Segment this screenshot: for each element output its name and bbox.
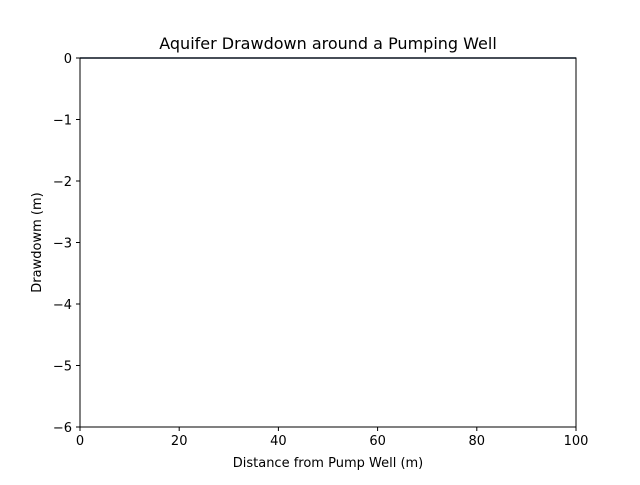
x-tick-label: 0 (76, 434, 84, 449)
y-tick-label: −1 (53, 114, 72, 129)
x-axis-label: Distance from Pump Well (m) (233, 456, 424, 471)
y-tick-label: −6 (53, 421, 72, 436)
chart-title: Aquifer Drawdown around a Pumping Well (159, 34, 497, 53)
x-tick-label: 80 (469, 434, 486, 449)
y-tick-label: 0 (64, 52, 72, 67)
y-tick-label: −2 (53, 175, 72, 190)
y-tick-label: −5 (53, 360, 72, 375)
x-tick-label: 20 (171, 434, 188, 449)
y-tick-label: −3 (53, 237, 72, 252)
y-axis-ticks: 0 −1 −2 −3 −4 −5 −6 (53, 52, 80, 436)
x-tick-label: 40 (270, 434, 287, 449)
x-tick-label: 60 (369, 434, 386, 449)
y-tick-label: −4 (53, 298, 72, 313)
x-tick-label: 100 (564, 434, 589, 449)
y-axis-label: Drawdowm (m) (30, 192, 45, 292)
x-axis-ticks: 0 20 40 60 80 100 (76, 427, 589, 449)
